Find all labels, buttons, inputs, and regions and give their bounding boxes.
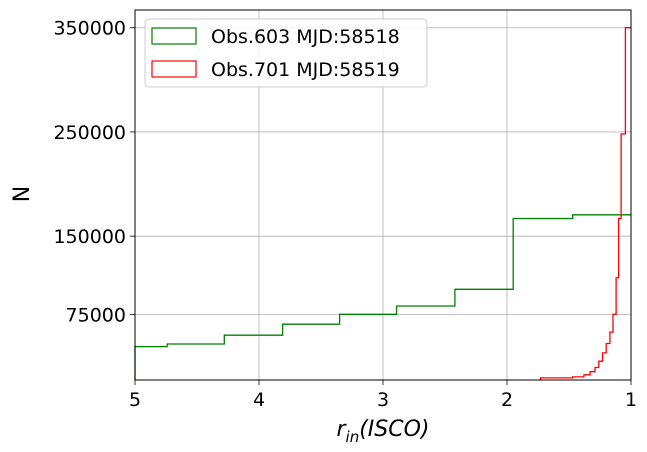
x-tick-label: 4: [253, 389, 265, 411]
x-tick-label: 3: [377, 389, 389, 411]
legend: Obs.603 MJD:58518 Obs.701 MJD:58519: [144, 18, 428, 88]
y-tick-label: 150000: [53, 226, 126, 248]
x-axis-label: rin(ISCO): [336, 417, 429, 446]
y-tick-label: 250000: [53, 122, 126, 144]
axis-ticks: 5 4 3 2 1 75000 150000 250000 350000: [53, 18, 637, 411]
legend-swatch: [151, 60, 197, 78]
x-axis-label-base: r: [336, 417, 347, 442]
legend-label: Obs.701 MJD:58519: [211, 59, 400, 81]
x-axis-label-rest: (ISCO): [359, 417, 429, 442]
series-line: [539, 27, 631, 380]
legend-box: [144, 18, 428, 88]
legend-label: Obs.603 MJD:58518: [211, 26, 400, 48]
series-line: [134, 214, 631, 380]
x-tick-label: 1: [625, 389, 637, 411]
series-layer: [134, 27, 631, 380]
legend-swatch: [151, 27, 197, 45]
y-tick-label: 350000: [53, 18, 126, 40]
y-axis-label: N: [10, 186, 35, 202]
y-tick-label: 75000: [66, 304, 126, 326]
x-tick-label: 2: [501, 389, 513, 411]
x-tick-label: 5: [129, 389, 141, 411]
x-axis-label-subscript: in: [346, 428, 360, 446]
